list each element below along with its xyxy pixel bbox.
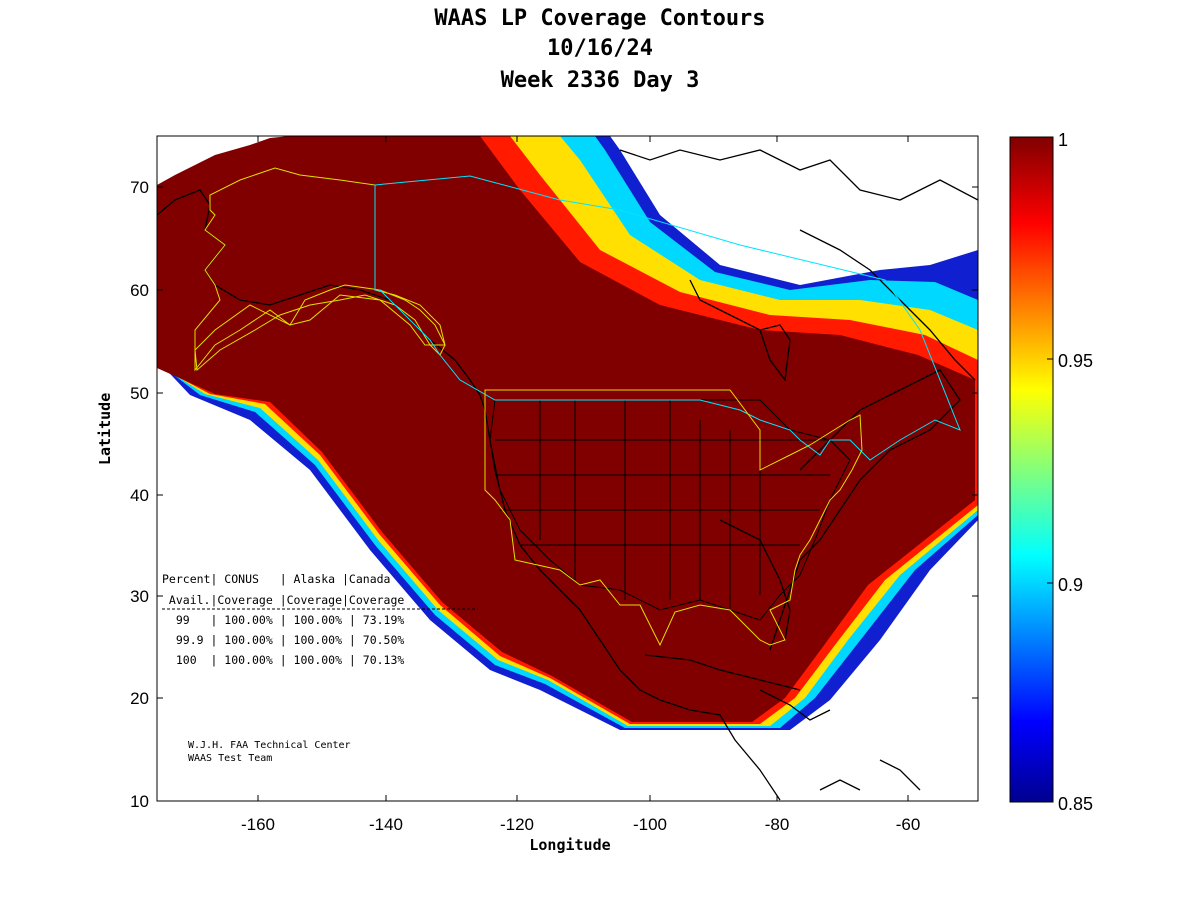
colorbar-ticks	[1047, 136, 1053, 803]
table-row: 99.9 | 100.00% | 100.00% | 70.50%	[162, 633, 404, 647]
table-header-1: Percent| CONUS | Alaska |Canada	[162, 572, 390, 586]
y-tick-label: 70	[130, 178, 149, 197]
x-tick-label: -160	[241, 815, 275, 834]
axis-ticks	[157, 136, 978, 801]
x-tick-label: -60	[896, 815, 921, 834]
table-row: 99 | 100.00% | 100.00% | 73.19%	[162, 613, 404, 627]
y-tick-label: 50	[130, 384, 149, 403]
x-tick-label: -120	[500, 815, 534, 834]
table-row: 100 | 100.00% | 100.00% | 70.13%	[162, 653, 404, 667]
y-tick-label: 30	[130, 587, 149, 606]
x-tick-label: -80	[765, 815, 790, 834]
credit-line-1: W.J.H. FAA Technical Center	[188, 740, 351, 751]
chart-title: WAAS LP Coverage Contours	[434, 6, 766, 31]
colorbar-tick-label: 1	[1058, 130, 1068, 150]
y-tick-label: 40	[130, 486, 149, 505]
coverage-band-full	[157, 136, 975, 722]
chart-week-day: Week 2336 Day 3	[500, 68, 700, 93]
service-volumes	[194, 167, 961, 647]
table-header-2: Avail.|Coverage |Coverage|Coverage	[162, 593, 404, 607]
x-tick-label: -100	[633, 815, 667, 834]
x-tick-label: -140	[369, 815, 403, 834]
chart-date: 10/16/24	[547, 36, 653, 61]
colorbar-tick-label: 0.95	[1058, 351, 1093, 371]
credit-line-2: WAAS Test Team	[188, 753, 272, 764]
y-tick-label: 20	[130, 689, 149, 708]
colorbar	[1009, 136, 1054, 803]
coverage-table: Percent| CONUS | Alaska |Canada Avail.|C…	[162, 572, 478, 667]
colorbar-tick-label: 0.85	[1058, 794, 1093, 814]
coverage-field	[157, 136, 978, 801]
y-axis-label: Latitude	[96, 392, 114, 465]
y-tick-label: 10	[130, 792, 149, 811]
x-axis-label: Longitude	[529, 836, 611, 854]
plot-frame	[156, 135, 979, 802]
colorbar-tick-label: 0.9	[1058, 575, 1083, 595]
y-tick-label: 60	[130, 281, 149, 300]
